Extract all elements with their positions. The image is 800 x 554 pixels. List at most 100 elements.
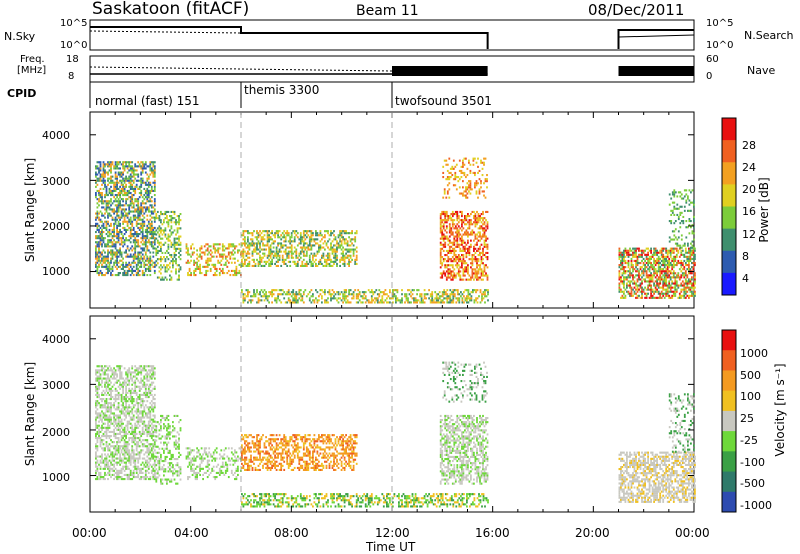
heatmap-cell bbox=[650, 247, 652, 250]
heatmap-cell bbox=[325, 230, 328, 233]
heatmap-cell bbox=[470, 276, 472, 279]
heatmap-cell bbox=[305, 236, 308, 239]
heatmap-cell bbox=[292, 240, 295, 243]
heatmap-cell bbox=[98, 455, 100, 458]
heatmap-cell bbox=[164, 229, 167, 232]
heatmap-cell bbox=[169, 215, 171, 218]
heatmap-cell bbox=[674, 272, 677, 275]
heatmap-cell bbox=[647, 276, 649, 279]
heatmap-cell bbox=[659, 296, 662, 299]
heatmap-cell bbox=[343, 242, 346, 245]
heatmap-cell bbox=[456, 239, 459, 242]
heatmap-cell bbox=[107, 478, 109, 481]
heatmap-cell bbox=[618, 276, 621, 279]
heatmap-cell bbox=[348, 258, 350, 261]
heatmap-cell bbox=[688, 247, 690, 250]
heatmap-cell bbox=[144, 183, 147, 186]
heatmap-cell bbox=[125, 192, 127, 195]
heatmap-cell bbox=[116, 228, 118, 231]
heatmap-cell bbox=[96, 179, 99, 182]
heatmap-cell bbox=[315, 230, 317, 233]
heatmap-cell bbox=[95, 192, 97, 195]
heatmap-cell bbox=[310, 248, 313, 251]
heatmap-cell bbox=[330, 297, 332, 300]
heatmap-cell bbox=[95, 379, 97, 382]
heatmap-cell bbox=[107, 245, 109, 248]
heatmap-cell bbox=[134, 255, 137, 258]
heatmap-cell bbox=[253, 242, 255, 245]
heatmap-cell bbox=[138, 196, 141, 199]
heatmap-cells-1 bbox=[95, 157, 696, 304]
heatmap-cell bbox=[119, 185, 121, 188]
heatmap-cell bbox=[473, 245, 475, 248]
heatmap-cell bbox=[343, 238, 346, 241]
heatmap-cell bbox=[448, 188, 451, 191]
heatmap-cell bbox=[441, 295, 444, 298]
heatmap-cell bbox=[104, 383, 106, 386]
heatmap-cell bbox=[324, 240, 326, 243]
heatmap-cell bbox=[138, 214, 141, 217]
heatmap-cell bbox=[659, 270, 662, 273]
heatmap-cell bbox=[110, 259, 112, 262]
heatmap-cell bbox=[618, 282, 621, 285]
heatmap-cell bbox=[448, 223, 451, 226]
heatmap-cell bbox=[147, 265, 150, 268]
heatmap-cell bbox=[470, 295, 473, 298]
heatmap-cell bbox=[140, 181, 143, 184]
heatmap-cell bbox=[659, 278, 662, 281]
heatmap-cell bbox=[120, 187, 123, 190]
heatmap-cell bbox=[99, 441, 102, 444]
colorbar-segment bbox=[722, 118, 736, 141]
heatmap-cell bbox=[132, 265, 135, 268]
heatmap-cell bbox=[479, 276, 481, 279]
heatmap-cell bbox=[467, 293, 470, 296]
heatmap-cell bbox=[199, 269, 201, 272]
heatmap-cell bbox=[351, 242, 353, 245]
heatmap-cell bbox=[235, 274, 238, 277]
heatmap-cell bbox=[256, 238, 258, 241]
heatmap-cell bbox=[119, 218, 121, 221]
heatmap-cell bbox=[135, 179, 138, 182]
heatmap-cell bbox=[691, 282, 693, 285]
heatmap-cell bbox=[373, 301, 376, 304]
heatmap-cell bbox=[454, 258, 457, 261]
heatmap-cell bbox=[473, 289, 476, 292]
heatmap-cell bbox=[330, 299, 332, 302]
heatmap-cell bbox=[337, 236, 340, 239]
heatmap-cell bbox=[102, 255, 105, 258]
heatmap-cell bbox=[175, 260, 177, 263]
heatmap-cell bbox=[163, 213, 165, 216]
heatmap-cell bbox=[343, 254, 346, 257]
heatmap-cell bbox=[321, 254, 323, 257]
heatmap-cell bbox=[218, 253, 221, 256]
heatmap-cell bbox=[476, 223, 478, 226]
heatmap-cell bbox=[457, 235, 460, 238]
heatmap-cell bbox=[477, 219, 480, 222]
heatmap-cell bbox=[677, 191, 680, 194]
heatmap-cell bbox=[686, 264, 689, 267]
heatmap-cell bbox=[259, 260, 261, 263]
heatmap-cell bbox=[253, 295, 255, 298]
heatmap-cell bbox=[96, 257, 99, 260]
heatmap-cell bbox=[461, 235, 463, 238]
heatmap-cell bbox=[152, 251, 155, 254]
heatmap-cell bbox=[694, 264, 696, 267]
heatmap-cell bbox=[328, 264, 331, 267]
heatmap-cell bbox=[269, 254, 272, 257]
heatmap-cell bbox=[137, 222, 140, 225]
heatmap-cell bbox=[266, 299, 269, 302]
heatmap-cell bbox=[375, 289, 378, 292]
heatmap-cell bbox=[277, 250, 279, 253]
heatmap-cell bbox=[453, 260, 456, 263]
heatmap-cell bbox=[272, 242, 275, 245]
heatmap-cell bbox=[140, 167, 143, 170]
heatmap-cell bbox=[454, 235, 457, 238]
heatmap-cell bbox=[676, 238, 679, 241]
heatmap-cell bbox=[141, 210, 144, 213]
heatmap-cell bbox=[98, 255, 100, 258]
heatmap-cell bbox=[688, 262, 690, 265]
heatmap-cell bbox=[140, 222, 143, 225]
heatmap-cell bbox=[389, 289, 391, 292]
heatmap-cell bbox=[691, 230, 694, 233]
heatmap-cell bbox=[325, 258, 328, 261]
